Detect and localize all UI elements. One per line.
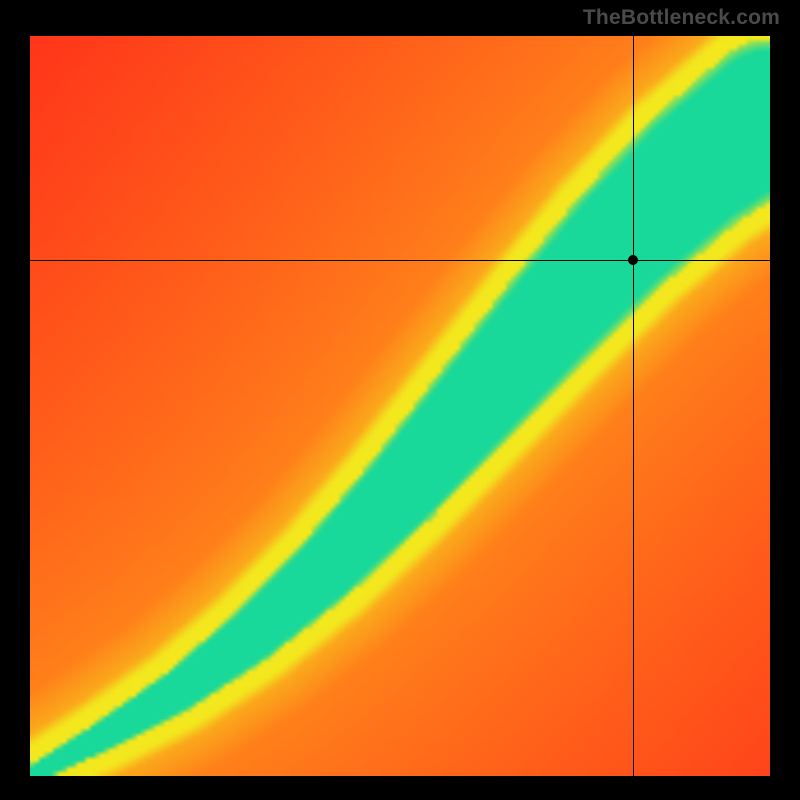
marker-dot <box>628 255 638 265</box>
watermark-text: TheBottleneck.com <box>583 6 780 30</box>
crosshair-horizontal <box>30 260 770 261</box>
crosshair-vertical <box>633 36 634 776</box>
plot-area <box>30 36 770 776</box>
heatmap-canvas <box>30 36 770 776</box>
